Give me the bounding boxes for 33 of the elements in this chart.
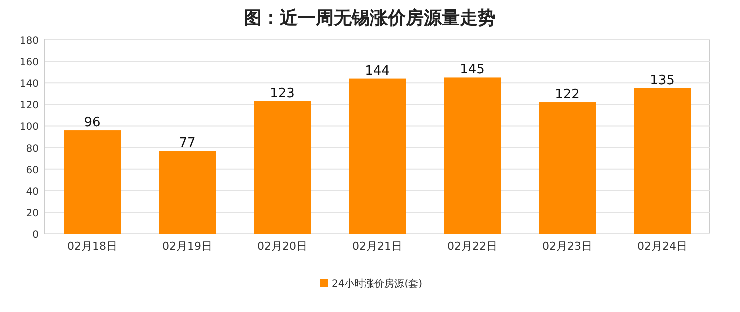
data-label: 122 (555, 88, 580, 103)
chart-title: 图：近一周无锡涨价房源量走势 (244, 8, 496, 29)
bar (444, 78, 501, 234)
x-tick-label: 02月22日 (448, 240, 498, 253)
y-tick-label: 180 (20, 36, 39, 47)
bar (159, 151, 216, 234)
y-tick-label: 60 (26, 165, 39, 176)
data-label: 145 (460, 62, 485, 78)
data-label: 123 (270, 86, 295, 102)
bar (254, 101, 311, 234)
bar (349, 78, 406, 234)
x-tick-label: 02月23日 (542, 240, 592, 253)
legend-label: 24小时涨价房源(套) (332, 278, 423, 290)
y-tick-label: 120 (20, 100, 39, 112)
y-tick-label: 0 (32, 230, 39, 241)
x-tick-label: 02月21日 (352, 240, 402, 253)
y-tick-label: 100 (20, 122, 39, 134)
x-tick-label: 02月19日 (162, 240, 212, 253)
y-tick-label: 140 (20, 79, 39, 90)
bar (539, 102, 596, 234)
y-tick-label: 20 (26, 208, 39, 220)
data-label: 144 (365, 64, 390, 79)
data-label: 135 (650, 74, 675, 88)
data-label: 96 (84, 116, 101, 131)
bar (634, 88, 691, 234)
data-label: 77 (179, 136, 196, 152)
bar (64, 130, 121, 234)
y-tick-label: 40 (26, 186, 39, 198)
x-tick-label: 02月18日 (68, 240, 118, 253)
y-tick-label: 160 (20, 58, 39, 69)
x-tick-label: 02月24日 (638, 240, 688, 253)
y-tick-label: 80 (26, 144, 39, 155)
x-tick-label: 02月20日 (258, 240, 308, 253)
